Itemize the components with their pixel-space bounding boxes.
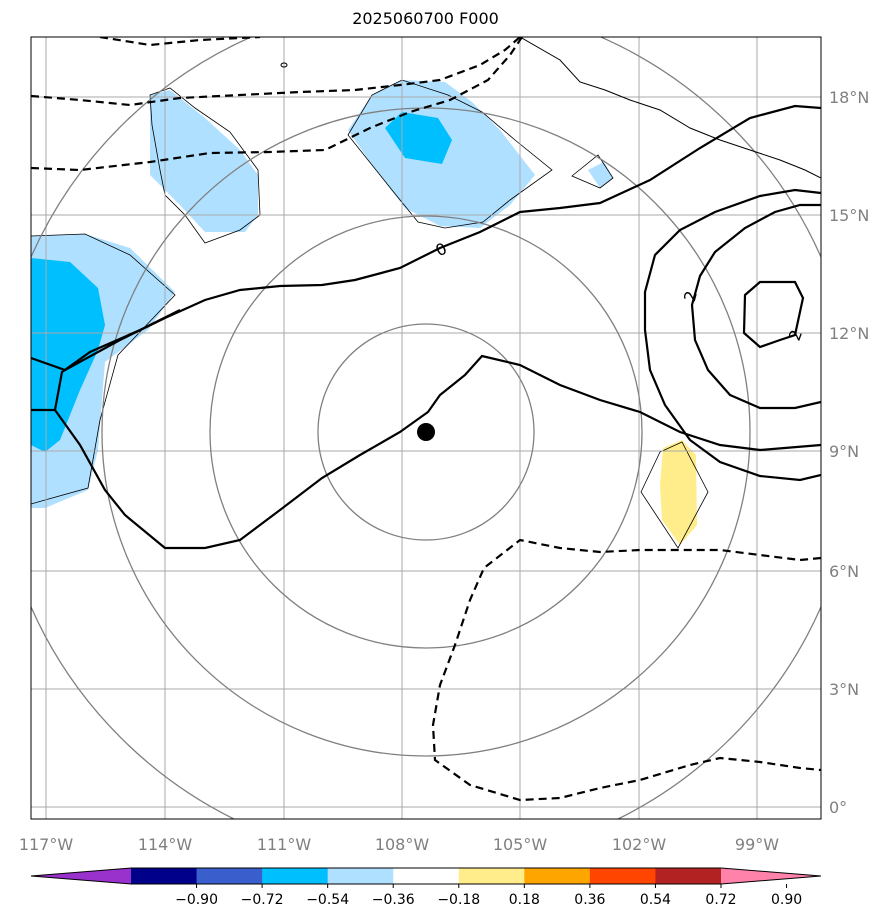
colorbar-tick-label: 0.72: [705, 892, 736, 908]
colorbar: −0.90 −0.72 −0.54 −0.36 −0.18 0.18 0.36 0.54 0.7…: [30, 867, 822, 908]
colorbar-extend-min: [31, 868, 131, 884]
lon-label-111w: 111°W: [257, 835, 312, 854]
colorbar-tick-label: 0.90: [771, 892, 802, 908]
contour-label-zero: 0: [433, 239, 450, 261]
colorbar-segment: [458, 868, 525, 884]
shaded-fields: [31, 80, 697, 545]
lat-label-15n: 15°N: [829, 206, 869, 225]
contour-label-two-left: 2: [680, 289, 701, 304]
colorbar-tick-label: 0.36: [574, 892, 605, 908]
colorbar-tick-label: −0.18: [437, 892, 480, 908]
map-area: 0 2 2: [31, 37, 821, 819]
dashed-contours: [31, 37, 821, 802]
storm-center-dot: [417, 423, 435, 441]
lat-label-0: 0°: [829, 798, 847, 817]
lon-label-102w: 102°W: [612, 835, 667, 854]
colorbar-segment: [131, 868, 198, 884]
colorbar-outline: [30, 867, 822, 885]
lon-label-108w: 108°W: [375, 835, 430, 854]
colorbar-extend-max: [721, 868, 821, 884]
longitude-labels: 117°W 114°W 111°W 108°W 105°W 102°W 99°W: [19, 835, 779, 854]
lon-label-117w: 117°W: [19, 835, 74, 854]
lat-lon-grid: [31, 37, 821, 819]
light-blue-region-upper-left: [150, 90, 258, 232]
lon-label-99w: 99°W: [735, 835, 779, 854]
lat-label-9n: 9°N: [829, 442, 859, 461]
colorbar-segment: [393, 868, 460, 884]
map-frame: [30, 36, 822, 820]
lat-label-6n: 6°N: [829, 562, 859, 581]
colorbar-tick-label: −0.72: [241, 892, 284, 908]
colorbar-tick-label: −0.54: [306, 892, 349, 908]
colorbar-tick-label: −0.90: [175, 892, 218, 908]
lat-label-12n: 12°N: [829, 324, 869, 343]
latitude-labels: 18°N 15°N 12°N 9°N 6°N 3°N 0°: [829, 88, 869, 817]
colorbar-tick-label: −0.36: [372, 892, 415, 908]
colorbar-tick-label: 0.54: [640, 892, 671, 908]
colorbar-tick-label: 0.18: [509, 892, 540, 908]
colorbar-segment: [524, 868, 591, 884]
colorbar-segment: [262, 868, 329, 884]
deep-blue-region-left: [31, 258, 105, 452]
lat-label-3n: 3°N: [829, 680, 859, 699]
yellow-region-right: [660, 440, 697, 545]
thin-contour-top-right: [519, 37, 821, 179]
colorbar-segment: [196, 868, 263, 884]
small-closed-contour: [280, 62, 288, 68]
lon-label-105w: 105°W: [493, 835, 548, 854]
map-title: 2025060700 F000: [352, 9, 499, 28]
lat-label-18n: 18°N: [829, 88, 869, 107]
colorbar-segment: [589, 868, 656, 884]
colorbar-segment: [327, 868, 394, 884]
colorbar-segment: [655, 868, 722, 884]
solid-contours: [31, 104, 821, 550]
lon-label-114w: 114°W: [138, 835, 193, 854]
